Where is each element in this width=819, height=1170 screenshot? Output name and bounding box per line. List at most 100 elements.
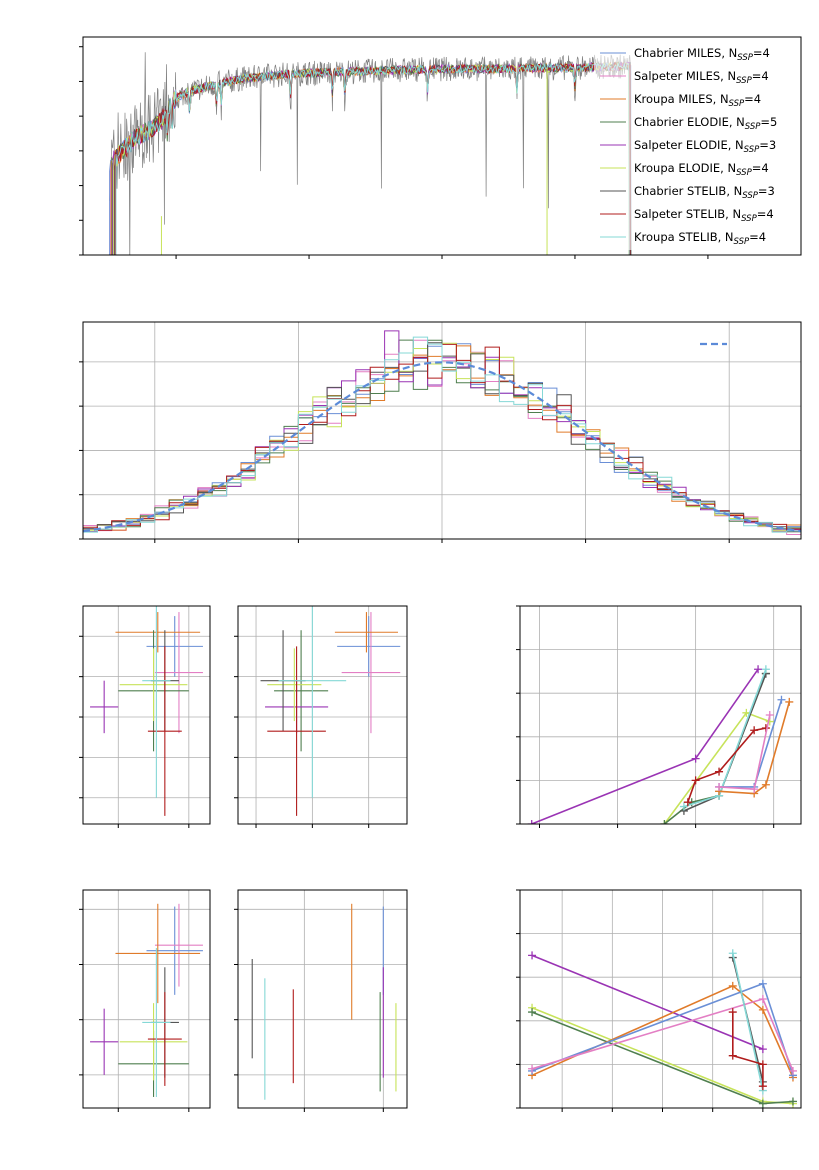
legend-label: Kroupa MILES, N xyxy=(634,92,729,106)
legend-entry: Chabrier STELIB, NSSP=3 xyxy=(634,184,775,201)
mass-vs-metallicity-plot-area xyxy=(90,903,203,1097)
legend-value: =4 xyxy=(757,207,774,221)
legend-subscript: SSP xyxy=(736,76,752,86)
legend-value: =4 xyxy=(744,92,761,106)
legend-entry: Salpeter STELIB, NSSP=4 xyxy=(634,207,774,224)
weight-marker xyxy=(528,1008,537,1017)
legend-value: =4 xyxy=(752,161,769,175)
weight-marker xyxy=(660,820,669,824)
legend-entry: Salpeter ELODIE, NSSP=3 xyxy=(634,138,776,155)
legend-entry: Kroupa ELODIE, NSSP=4 xyxy=(634,161,769,178)
legend-value: =4 xyxy=(753,46,770,60)
weight-line-kroupa-miles xyxy=(531,984,794,1078)
weight-marker xyxy=(785,697,794,706)
legend-value: =3 xyxy=(759,138,776,152)
model-spectrum-chabrier-elodie xyxy=(111,60,632,255)
weight-marker xyxy=(788,1097,797,1106)
observed-spectrum xyxy=(109,52,632,255)
mass-vs-ebv-plot-area xyxy=(251,903,397,1100)
age-vs-mass-frame xyxy=(237,605,408,825)
normal-curve xyxy=(83,361,801,533)
age-weights-plot-area xyxy=(527,665,794,824)
weight-marker xyxy=(761,665,770,674)
weight-marker xyxy=(527,820,536,824)
weight-marker xyxy=(691,776,700,785)
legend-subscript: SSP xyxy=(742,191,758,201)
legend-subscript: SSP xyxy=(729,99,745,109)
legend-value: =5 xyxy=(760,115,777,129)
legend-entry: Kroupa STELIB, NSSP=4 xyxy=(634,230,766,247)
weight-marker xyxy=(758,1045,767,1054)
weight-marker xyxy=(758,1082,767,1091)
age-vs-mass-panel xyxy=(234,605,408,828)
metallicity-weights-plot-area xyxy=(528,949,797,1108)
weight-marker xyxy=(758,1099,767,1108)
weight-marker xyxy=(758,995,767,1003)
age-vs-mass-plot-area xyxy=(260,606,401,816)
weight-marker xyxy=(788,1066,797,1075)
age-vs-metallicity-panel xyxy=(79,605,211,828)
weight-marker xyxy=(715,782,724,791)
legend-label: Kroupa ELODIE, N xyxy=(634,161,736,175)
legend-entry: Kroupa MILES, NSSP=4 xyxy=(634,92,761,109)
legend-entry: Salpeter MILES, NSSP=4 xyxy=(634,69,769,86)
weight-marker xyxy=(750,726,759,735)
mass-vs-ebv-frame xyxy=(237,889,408,1109)
weight-marker xyxy=(758,1060,767,1069)
weight-marker xyxy=(715,767,724,776)
weight-marker xyxy=(765,711,774,719)
legend-subscript: SSP xyxy=(734,237,750,247)
weight-marker xyxy=(683,798,692,807)
legend-entry: Chabrier ELODIE, NSSP=5 xyxy=(634,115,777,132)
residuals-panel xyxy=(79,321,802,543)
weight-line-salpeter-stelib xyxy=(731,1012,764,1087)
age-vs-metallicity-plot-area xyxy=(90,606,203,816)
mass-vs-metallicity-frame xyxy=(82,889,211,1109)
weight-line-salpeter-elodie xyxy=(531,954,764,1050)
legend-label: Salpeter ELODIE, N xyxy=(634,138,744,152)
legend-value: =4 xyxy=(749,230,766,244)
legend-subscript: SSP xyxy=(745,122,761,132)
legend-label: Chabrier STELIB, N xyxy=(634,184,742,198)
age-vs-metallicity-frame xyxy=(82,605,211,825)
mass-vs-metallicity-panel xyxy=(79,889,211,1112)
weight-marker xyxy=(728,949,737,958)
weight-marker xyxy=(728,1051,737,1060)
age-weights-frame xyxy=(519,605,802,825)
legend-label: Salpeter STELIB, N xyxy=(634,207,741,221)
legend-subscript: SSP xyxy=(737,53,753,63)
legend-label: Kroupa STELIB, N xyxy=(634,230,734,244)
weight-marker xyxy=(758,979,767,988)
weight-marker xyxy=(679,802,688,811)
weight-marker xyxy=(528,951,537,960)
legend-value: =4 xyxy=(752,69,769,83)
legend-subscript: SSP xyxy=(744,145,760,155)
legend-label: Chabrier MILES, N xyxy=(634,46,737,60)
spectrum-plot-area xyxy=(109,52,632,255)
legend-subscript: SSP xyxy=(736,168,752,178)
age-weights-panel xyxy=(516,605,802,828)
weight-marker xyxy=(754,665,763,674)
weight-marker xyxy=(728,981,737,990)
legend-value: =3 xyxy=(758,184,775,198)
weight-marker xyxy=(691,754,700,763)
weight-marker xyxy=(758,1005,767,1014)
legend-entry: Chabrier MILES, NSSP=4 xyxy=(634,46,770,63)
legend-label: Salpeter MILES, N xyxy=(634,69,736,83)
weight-line-chabrier-elodie xyxy=(663,673,767,824)
weight-marker xyxy=(761,780,770,789)
mass-vs-ebv-panel xyxy=(234,889,408,1112)
weight-line-kroupa-stelib xyxy=(732,953,764,1091)
weight-marker xyxy=(750,785,759,794)
residuals-plot-area xyxy=(83,330,801,535)
model-spectrum-kroupa-stelib xyxy=(115,61,630,255)
metallicity-weights-panel xyxy=(516,889,802,1112)
weight-line-kroupa-miles xyxy=(718,701,791,795)
legend-label: Chabrier ELODIE, N xyxy=(634,115,745,129)
model-spectrum-salpeter-miles xyxy=(109,61,631,255)
legend-subscript: SSP xyxy=(741,214,757,224)
weight-marker xyxy=(728,1008,737,1017)
